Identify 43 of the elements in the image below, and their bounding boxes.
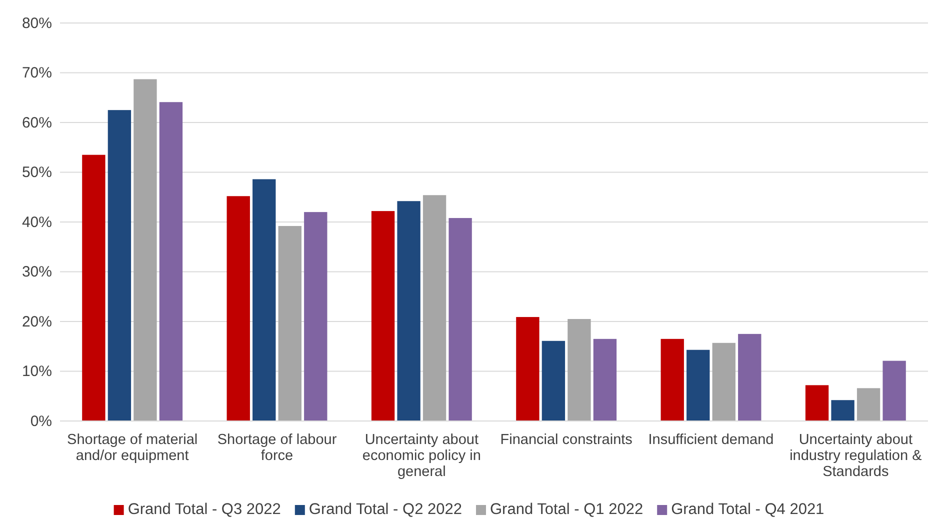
bar	[448, 218, 472, 421]
bar	[134, 79, 157, 421]
legend-label: Grand Total - Q2 2022	[308, 501, 462, 518]
bar	[516, 317, 540, 421]
x-tick-label: Financial constraints	[500, 432, 632, 448]
bar	[422, 195, 446, 421]
x-tick-label: Uncertainty about industry regulation & Standards	[790, 432, 922, 480]
y-tick-label: 20%	[22, 313, 52, 330]
bar	[805, 385, 829, 421]
legend-label: Grand Total - Q3 2022	[128, 501, 281, 518]
bar	[371, 211, 395, 421]
bar	[831, 400, 854, 421]
bar	[278, 226, 302, 421]
x-tick-label: Insufficient demand	[648, 432, 774, 448]
y-tick-label: 80%	[22, 14, 52, 32]
bar	[159, 102, 183, 421]
x-tick-label: Shortage of material and/or equipment	[67, 432, 198, 464]
y-tick-label: 40%	[22, 214, 52, 231]
y-tick-label: 70%	[22, 64, 52, 82]
y-tick-label: 50%	[22, 164, 52, 182]
bar	[593, 338, 617, 421]
bar	[397, 201, 420, 421]
bar	[686, 350, 710, 421]
bar	[542, 340, 566, 421]
y-tick-label: 0%	[30, 412, 52, 430]
x-tick-label: Uncertainty about economic policy in general	[362, 432, 481, 480]
bar	[108, 110, 132, 421]
bar	[568, 319, 591, 421]
y-tick-label: 10%	[22, 363, 52, 380]
bar	[660, 338, 684, 421]
bar	[304, 212, 328, 421]
legend-label: Grand Total - Q1 2022	[490, 501, 644, 518]
x-tick-label: Shortage of labour force	[217, 432, 337, 464]
y-tick-label: 60%	[22, 114, 52, 132]
bar	[882, 360, 906, 421]
bar	[856, 388, 880, 421]
bar	[82, 154, 106, 421]
bar	[712, 342, 736, 421]
bar	[226, 196, 250, 421]
y-tick-label: 30%	[22, 264, 52, 281]
legend-label: Grand Total - Q4 2021	[671, 501, 824, 518]
bar	[252, 179, 276, 421]
bar	[738, 334, 762, 421]
